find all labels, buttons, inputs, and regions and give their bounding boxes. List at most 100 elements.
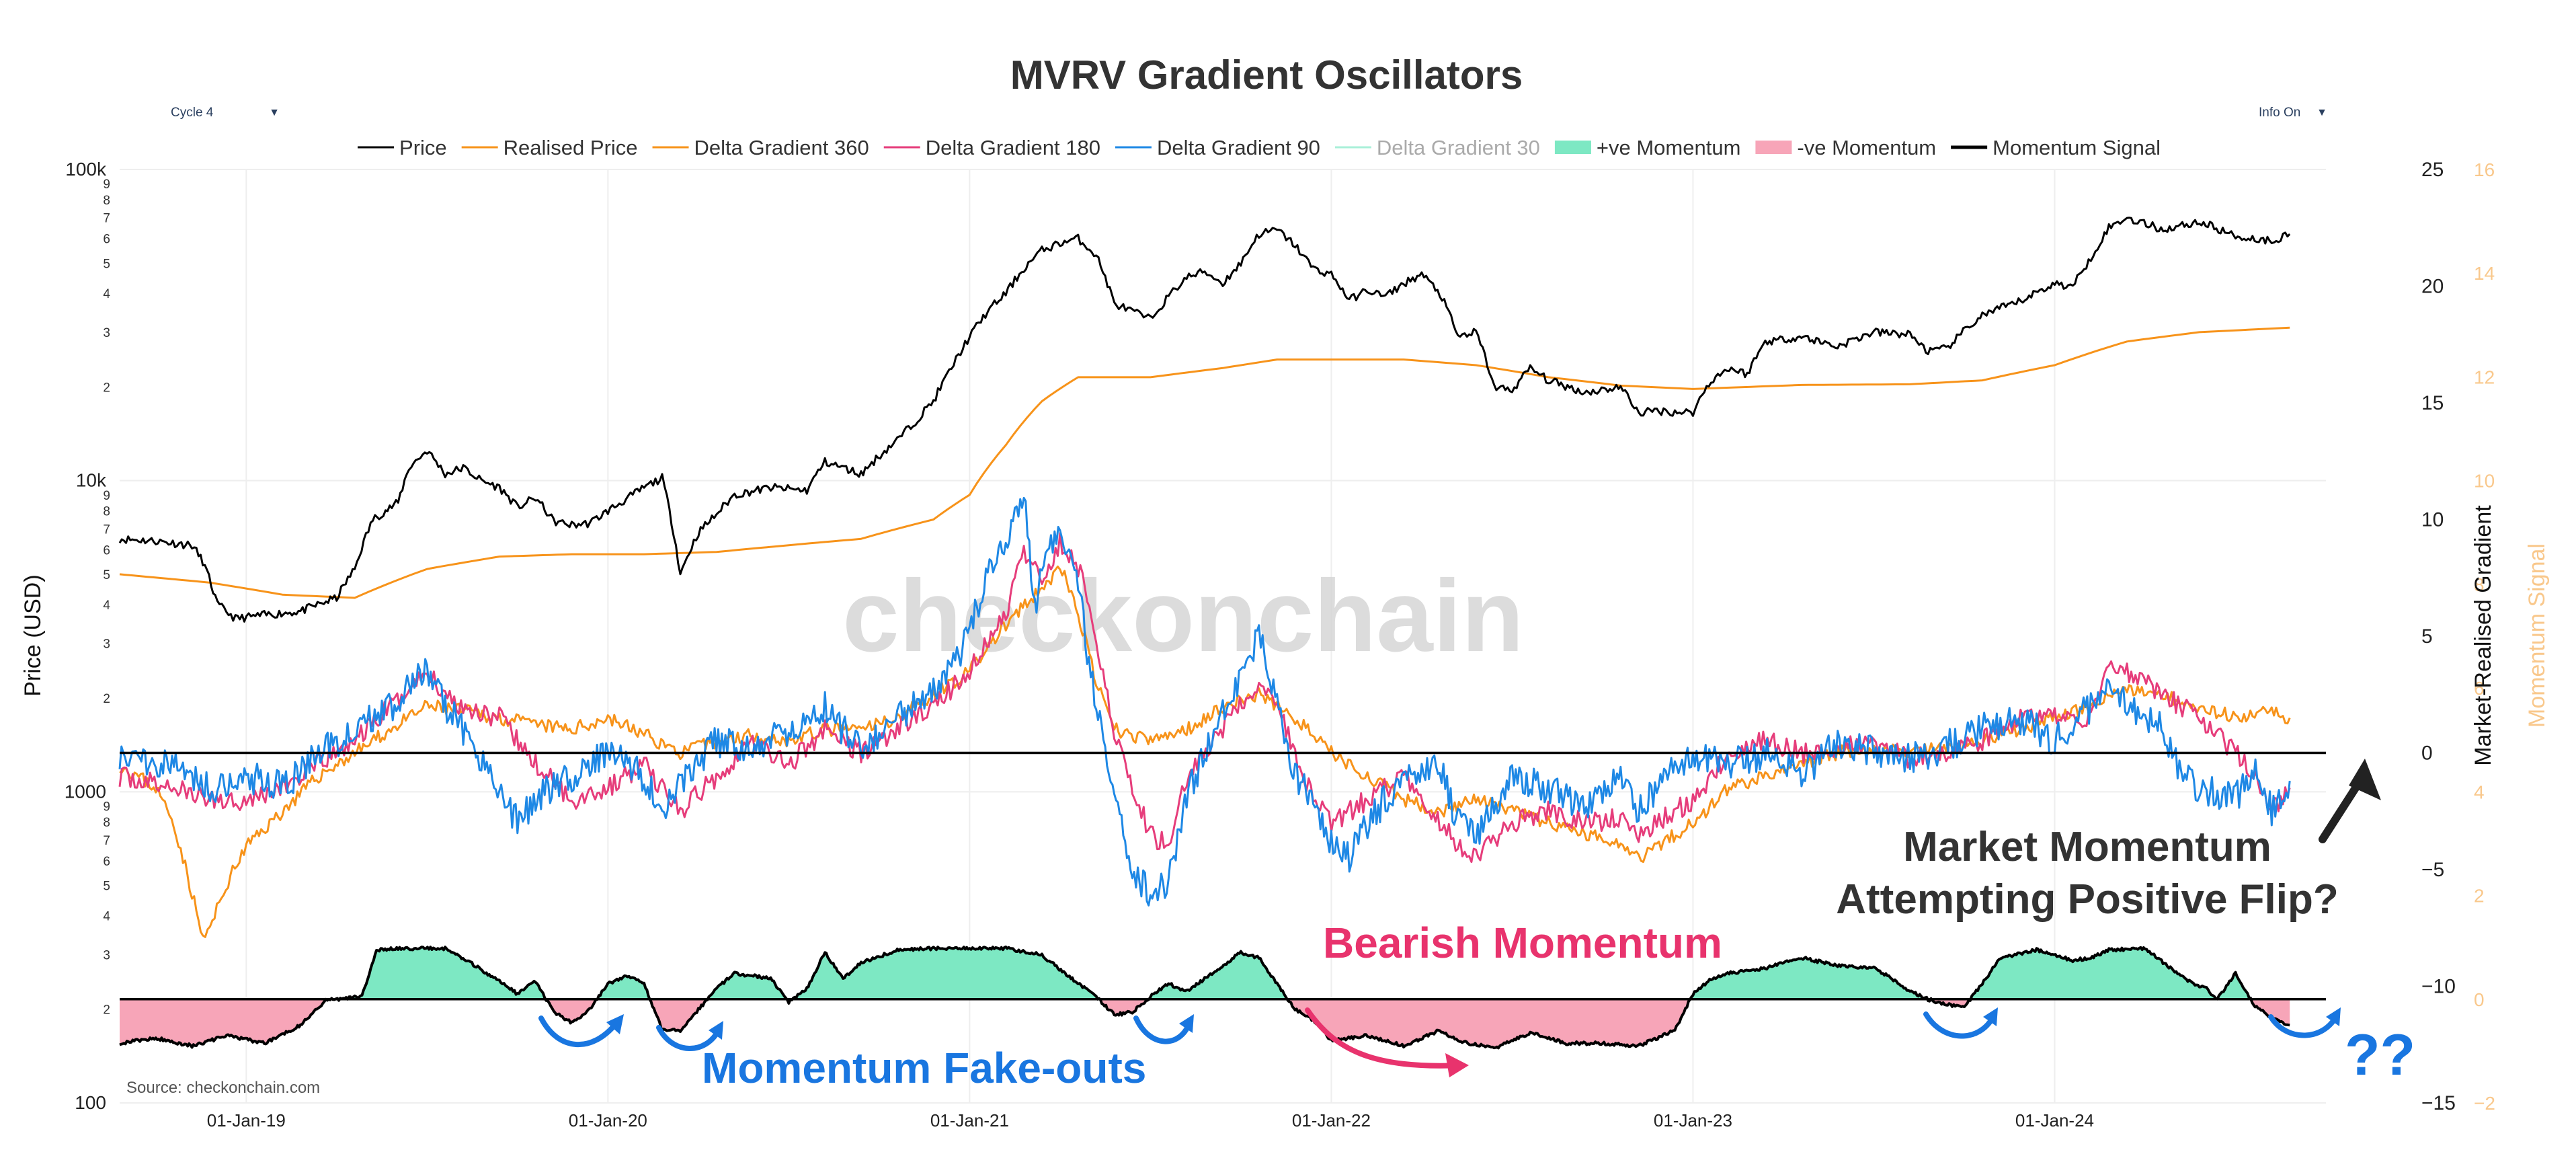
legend-item-ve-momentum[interactable]: +ve Momentum (1554, 136, 1741, 159)
y-left-minor-tick-label: 2 (103, 1003, 110, 1018)
y-right1-title: Market-Realised Gradient (2470, 505, 2496, 766)
source-label: Source: checkonchain.com (126, 1079, 320, 1097)
legend-label: -ve Momentum (1797, 136, 1936, 159)
fakeout-curl-icon (1923, 1011, 1997, 1039)
negative-momentum-fill (120, 999, 2290, 1048)
legend-item-delta-gradient-30[interactable]: Delta Gradient 30 (1334, 136, 1540, 159)
y-right2-tick-label: 14 (2474, 263, 2495, 284)
y-left-minor-tick-label: 3 (103, 326, 110, 340)
fakeout-curl-arrowhead-icon (1983, 1007, 1998, 1026)
y-right2-tick-label: 12 (2474, 367, 2495, 387)
y-left-minor-tick-label: 2 (103, 692, 110, 706)
legend[interactable]: Price Realised Price Delta Gradient 360 Del… (358, 136, 2161, 159)
momentum-fills (120, 947, 2290, 1048)
y-left-minor-tick-label: 6 (103, 233, 110, 247)
flip-arrowhead-icon (2349, 759, 2381, 800)
y-left-minor-tick-label: 4 (103, 287, 110, 301)
y-left-minor-tick-label: 7 (103, 212, 110, 226)
y-left-title: Price (USD) (20, 574, 46, 696)
y-left-minor-tick-label: 2 (103, 381, 110, 395)
y-right2-tick-label: 0 (2474, 989, 2485, 1010)
y-left-tick-label: 100k (65, 159, 107, 180)
legend-item-delta-gradient-180[interactable]: Delta Gradient 180 (883, 136, 1100, 159)
fakeout-curl-icon (538, 1015, 620, 1048)
y-right1-tick-label: 0 (2421, 742, 2433, 765)
y-right1-tick-label: 5 (2421, 625, 2433, 648)
y-left-minor-tick-label: 5 (103, 257, 110, 271)
y-left-minor-tick-label: 8 (103, 194, 110, 208)
series-line-delta-gradient-360 (119, 565, 2291, 938)
y-right2-title: Momentum Signal (2524, 543, 2550, 728)
y-left-minor-tick-label: 6 (103, 543, 110, 558)
legend-item-momentum-signal[interactable]: Momentum Signal (1951, 136, 2161, 159)
y-left-minor-tick-label: 7 (103, 834, 110, 848)
y-left-minor-tick-label: 3 (103, 948, 110, 962)
positive-momentum-fill (120, 947, 2290, 999)
x-tick-label: 01-Jan-19 (207, 1110, 286, 1130)
series-lines (118, 217, 2291, 1050)
info-dropdown[interactable]: Info On ▼ (2243, 98, 2343, 128)
chart-title: MVRV Gradient Oscillators (1010, 52, 1523, 98)
legend-item-delta-gradient-360[interactable]: Delta Gradient 360 (652, 136, 869, 159)
grid (120, 169, 2326, 1104)
bearish-arrowhead-icon (1445, 1053, 1469, 1077)
y-left-tick-label: 10k (76, 470, 107, 491)
chevron-down-icon: ▼ (2317, 107, 2327, 118)
fakeout-curl-arrowhead-icon (606, 1014, 624, 1034)
y-left-minor-tick-label: 3 (103, 638, 110, 652)
series-line-realised-price (119, 326, 2290, 599)
question-marks-label: ?? (2345, 1023, 2415, 1087)
fakeout-curl-arrowhead-icon (709, 1021, 723, 1040)
y-left-tick-label: 100 (75, 1092, 106, 1113)
legend-label: Price (399, 136, 447, 159)
legend-item-ve-momentum[interactable]: -ve Momentum (1755, 136, 1936, 159)
cycle-dropdown[interactable]: Cycle 4 ▼ (155, 98, 296, 128)
y-right1-tick-label: −10 (2421, 976, 2456, 998)
annotations: Bearish Momentum Momentum Fake-outs Mark… (538, 759, 2415, 1092)
x-tick-label: 01-Jan-21 (930, 1110, 1009, 1130)
y-right2-tick-label: 4 (2474, 781, 2485, 802)
fakeout-curl-arrowhead-icon (2326, 1007, 2341, 1026)
fakeouts-label: Momentum Fake-outs (702, 1044, 1146, 1092)
legend-item-delta-gradient-90[interactable]: Delta Gradient 90 (1115, 136, 1320, 159)
y-left-minor-tick-label: 4 (103, 599, 110, 613)
y-right2-tick-label: 16 (2474, 159, 2495, 180)
y-left-minor-tick-label: 9 (103, 178, 110, 192)
y-right1-tick-label: −15 (2421, 1092, 2456, 1114)
fakeout-curl-icon (656, 1025, 722, 1051)
y-left-minor-tick-label: 6 (103, 855, 110, 869)
y-right2-tick-label: −2 (2474, 1093, 2495, 1114)
x-tick-label: 01-Jan-24 (2015, 1110, 2094, 1130)
legend-label: Delta Gradient 180 (926, 136, 1100, 159)
fakeout-curl-icon (2268, 1013, 2339, 1038)
y-right1-tick-label: 15 (2421, 392, 2444, 414)
bearish-momentum-label: Bearish Momentum (1323, 919, 1722, 967)
series-line-price (118, 217, 2291, 623)
fakeout-curl-icon (1133, 1015, 1193, 1044)
y-left-minor-tick-label: 4 (103, 909, 110, 923)
x-tick-label: 01-Jan-20 (569, 1110, 647, 1130)
y-right1-tick-label: 10 (2421, 509, 2444, 531)
legend-label: Delta Gradient 360 (694, 136, 869, 159)
y-right2-tick-label: 6 (2474, 678, 2485, 699)
fakeout-curl-arrowhead-icon (1179, 1014, 1194, 1033)
y-right1-tick-label: −5 (2421, 859, 2444, 881)
legend-label: Realised Price (504, 136, 638, 159)
watermark: checkonchain (842, 559, 1524, 673)
y-right2-tick-label: 2 (2474, 886, 2485, 907)
y-left-minor-tick-label: 7 (103, 523, 110, 537)
y-right2-tick-label: 10 (2474, 471, 2495, 492)
y-left-minor-tick-label: 8 (103, 505, 110, 519)
legend-swatch (1554, 141, 1591, 154)
bearish-arrow-icon (1305, 1007, 1465, 1069)
legend-item-price[interactable]: Price (358, 136, 447, 159)
x-tick-label: 01-Jan-22 (1292, 1110, 1371, 1130)
legend-item-realised-price[interactable]: Realised Price (461, 136, 638, 159)
series-line-momentum-signal (119, 946, 2290, 1050)
chevron-down-icon: ▼ (269, 107, 280, 118)
legend-swatch (1755, 141, 1792, 154)
cycle-dropdown-value: Cycle 4 (171, 106, 214, 120)
legend-label: Delta Gradient 30 (1377, 136, 1540, 159)
y-left-minor-tick-label: 5 (103, 568, 110, 582)
